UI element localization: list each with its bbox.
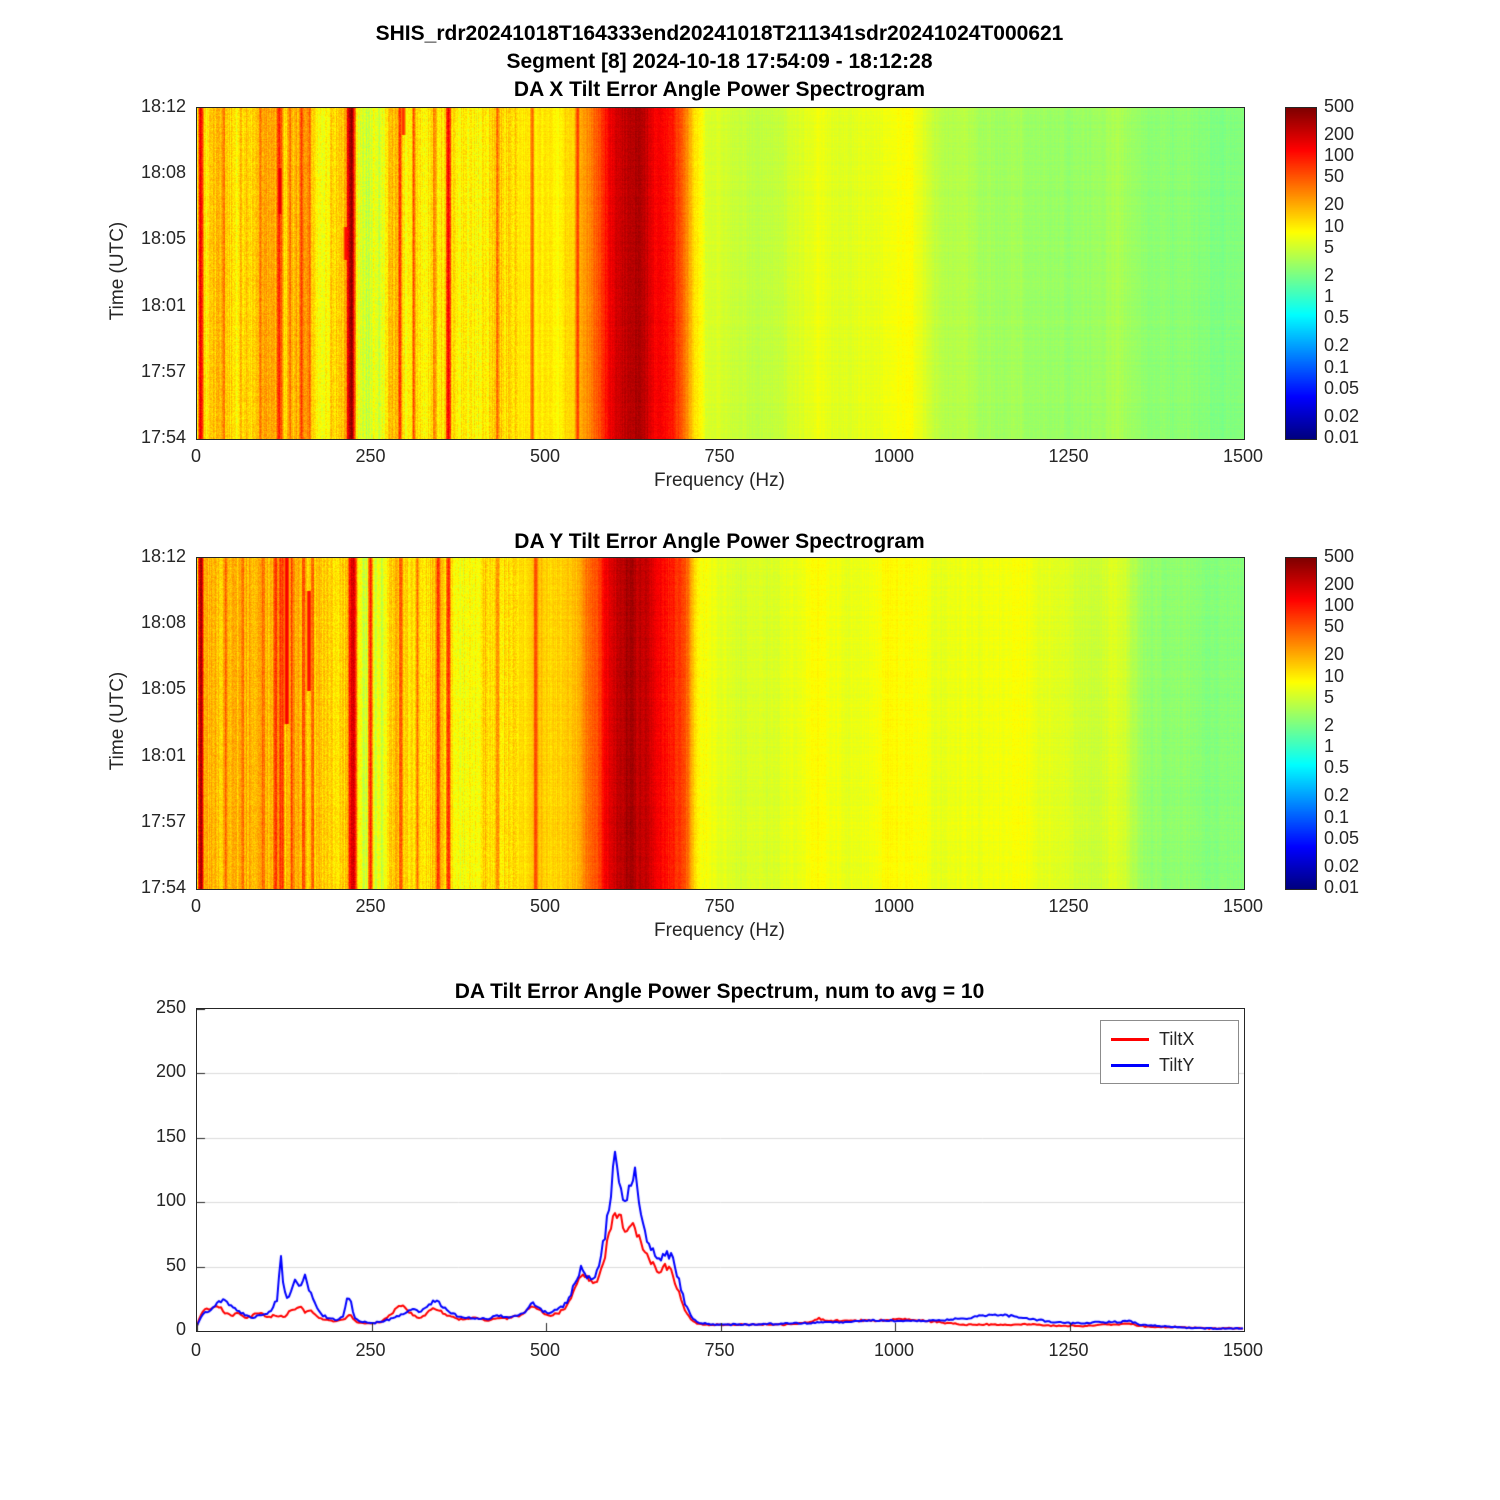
spectrogram-x-ytick: 17:54 [140, 427, 186, 447]
spectrogram-x-xtick: 500 [529, 446, 561, 466]
spectrogram-y-ylabel: Time (UTC) [107, 671, 128, 771]
spectrogram-x-xtick: 1250 [1048, 446, 1089, 466]
spectrogram-y-xtick: 500 [529, 896, 561, 916]
spectrum-plot [196, 1008, 1245, 1332]
spectrogram-x-ylabel: Time (UTC) [107, 221, 128, 321]
spectrogram-x-xlabel: Frequency (Hz) [654, 470, 785, 491]
spectrogram-y-ytick: 17:57 [140, 810, 186, 831]
spectrum-xtick: 1000 [873, 1340, 915, 1360]
spectrogram-y-ytick: 17:54 [140, 877, 186, 897]
spectrogram-x-colorbar-tick: 0.02 [1324, 405, 1360, 426]
spectrogram-x-colorbar-tick: 0.1 [1324, 356, 1350, 377]
spectrogram-x-ytick: 18:12 [140, 96, 186, 116]
spectrum-ytick: 200 [155, 1061, 186, 1082]
spectrogram-x-ytick: 18:05 [140, 228, 186, 249]
spectrum-xtick: 1250 [1048, 1340, 1089, 1360]
spectrogram-x-colorbar [1285, 107, 1317, 440]
spectrogram-y-colorbar-tick: 10 [1324, 665, 1345, 686]
spectrogram-x-colorbar-tick: 0.5 [1324, 307, 1350, 328]
spectrogram-x-ytick: 18:01 [140, 294, 186, 315]
legend-line-tilty [1111, 1063, 1149, 1067]
spectrogram-x-colorbar-tick: 10 [1324, 215, 1345, 236]
spectrogram-y-xtick: 750 [704, 896, 735, 916]
spectrogram-x-image [196, 107, 1245, 440]
spectrogram-x-xtick: 1500 [1222, 446, 1264, 466]
legend-entry-tilty: TiltY [1101, 1052, 1238, 1078]
spectrogram-y-colorbar [1285, 557, 1317, 890]
spectrogram-x-ytick: 18:08 [140, 162, 186, 183]
spectrogram-y-colorbar-tick: 0.5 [1324, 757, 1350, 778]
spectrum-ytick: 0 [175, 1319, 186, 1339]
spectrogram-x-colorbar-tick: 100 [1324, 145, 1355, 166]
spectrum-ytick: 100 [155, 1190, 186, 1211]
spectrogram-y-colorbar-tick: 0.02 [1324, 855, 1360, 876]
legend-line-tiltx [1111, 1037, 1149, 1041]
spectrogram-y-ytick: 18:12 [140, 546, 186, 566]
spectrogram-x-colorbar-tick: 20 [1324, 194, 1345, 215]
spectrogram-x-xtick: 0 [190, 446, 202, 466]
spectrogram-y-xlabel: Frequency (Hz) [654, 920, 785, 941]
spectrogram-x-colorbar-tick: 50 [1324, 166, 1345, 187]
spectrogram-y-xtick: 250 [355, 896, 386, 916]
spectrogram-x-colorbar-tick: 1 [1324, 286, 1335, 307]
spectrogram-y-xtick: 0 [190, 896, 202, 916]
spectrogram-y-xtick: 1250 [1048, 896, 1089, 916]
spectrogram-y-colorbar-tick: 100 [1324, 595, 1355, 616]
spectrum-xtick: 1500 [1222, 1340, 1264, 1360]
spectrogram-x-colorbar-tick: 200 [1324, 124, 1355, 145]
spectrogram-y-title: DA Y Tilt Error Angle Power Spectrogram [514, 530, 925, 553]
spectrogram-x-colorbar-tick: 5 [1324, 236, 1335, 257]
spectrogram-y-colorbar-tick: 5 [1324, 686, 1335, 707]
spectrogram-y-colorbar-tick: 50 [1324, 616, 1345, 637]
spectrum-xtick: 750 [704, 1340, 735, 1360]
spectrogram-y-colorbar-tick: 0.1 [1324, 806, 1350, 827]
spectrogram-y-xtick: 1000 [873, 896, 915, 916]
spectrum-ytick: 50 [165, 1254, 186, 1275]
spectrogram-y-ytick: 18:08 [140, 612, 186, 633]
spectrogram-y-image [196, 557, 1245, 890]
spectrogram-y-ytick: 18:01 [140, 744, 186, 765]
legend-label-tiltx: TiltX [1159, 1028, 1195, 1049]
spectrogram-y-colorbar-tick: 200 [1324, 574, 1355, 595]
spectrogram-y-colorbar-tick: 2 [1324, 714, 1335, 735]
spectrogram-y-ytick: 18:05 [140, 678, 186, 699]
spectrogram-y-colorbar-tick: 500 [1324, 546, 1355, 566]
spectrogram-x-colorbar-tick: 0.2 [1324, 335, 1350, 356]
legend-label-tilty: TiltY [1159, 1054, 1195, 1075]
legend: TiltX TiltY [1100, 1020, 1239, 1084]
spectrogram-y-colorbar-tick: 1 [1324, 736, 1335, 757]
spectrum-title: DA Tilt Error Angle Power Spectrum, num … [454, 980, 985, 1003]
spectrogram-y-colorbar-tick: 0.01 [1324, 877, 1360, 897]
spectrum-xtick: 250 [355, 1340, 386, 1360]
legend-entry-tiltx: TiltX [1101, 1026, 1238, 1052]
spectrogram-x-xtick: 1000 [873, 446, 915, 466]
spectrogram-x-colorbar-tick: 0.05 [1324, 377, 1360, 398]
spectrum-xtick: 0 [190, 1340, 202, 1360]
spectrogram-x-colorbar-tick: 500 [1324, 96, 1355, 116]
spectrogram-y-colorbar-tick: 0.2 [1324, 785, 1350, 806]
spectrogram-x-xtick: 250 [355, 446, 386, 466]
spectrogram-y-colorbar-tick: 20 [1324, 644, 1345, 665]
spectrum-ytick: 250 [155, 997, 186, 1017]
spectrogram-y-colorbar-tick: 0.05 [1324, 827, 1360, 848]
spectrum-ytick: 150 [155, 1125, 186, 1146]
figure-title-line2: Segment [8] 2024-10-18 17:54:09 - 18:12:… [506, 50, 933, 73]
spectrum-xtick: 500 [529, 1340, 561, 1360]
spectrogram-x-title: DA X Tilt Error Angle Power Spectrogram [513, 78, 926, 101]
spectrogram-x-ytick: 17:57 [140, 360, 186, 381]
figure-title-line1: SHIS_rdr20241018T164333end20241018T21134… [375, 22, 1064, 45]
spectrogram-x-xtick: 750 [704, 446, 735, 466]
spectrogram-y-xtick: 1500 [1222, 896, 1264, 916]
spectrogram-x-colorbar-tick: 0.01 [1324, 427, 1360, 447]
spectrogram-x-colorbar-tick: 2 [1324, 264, 1335, 285]
